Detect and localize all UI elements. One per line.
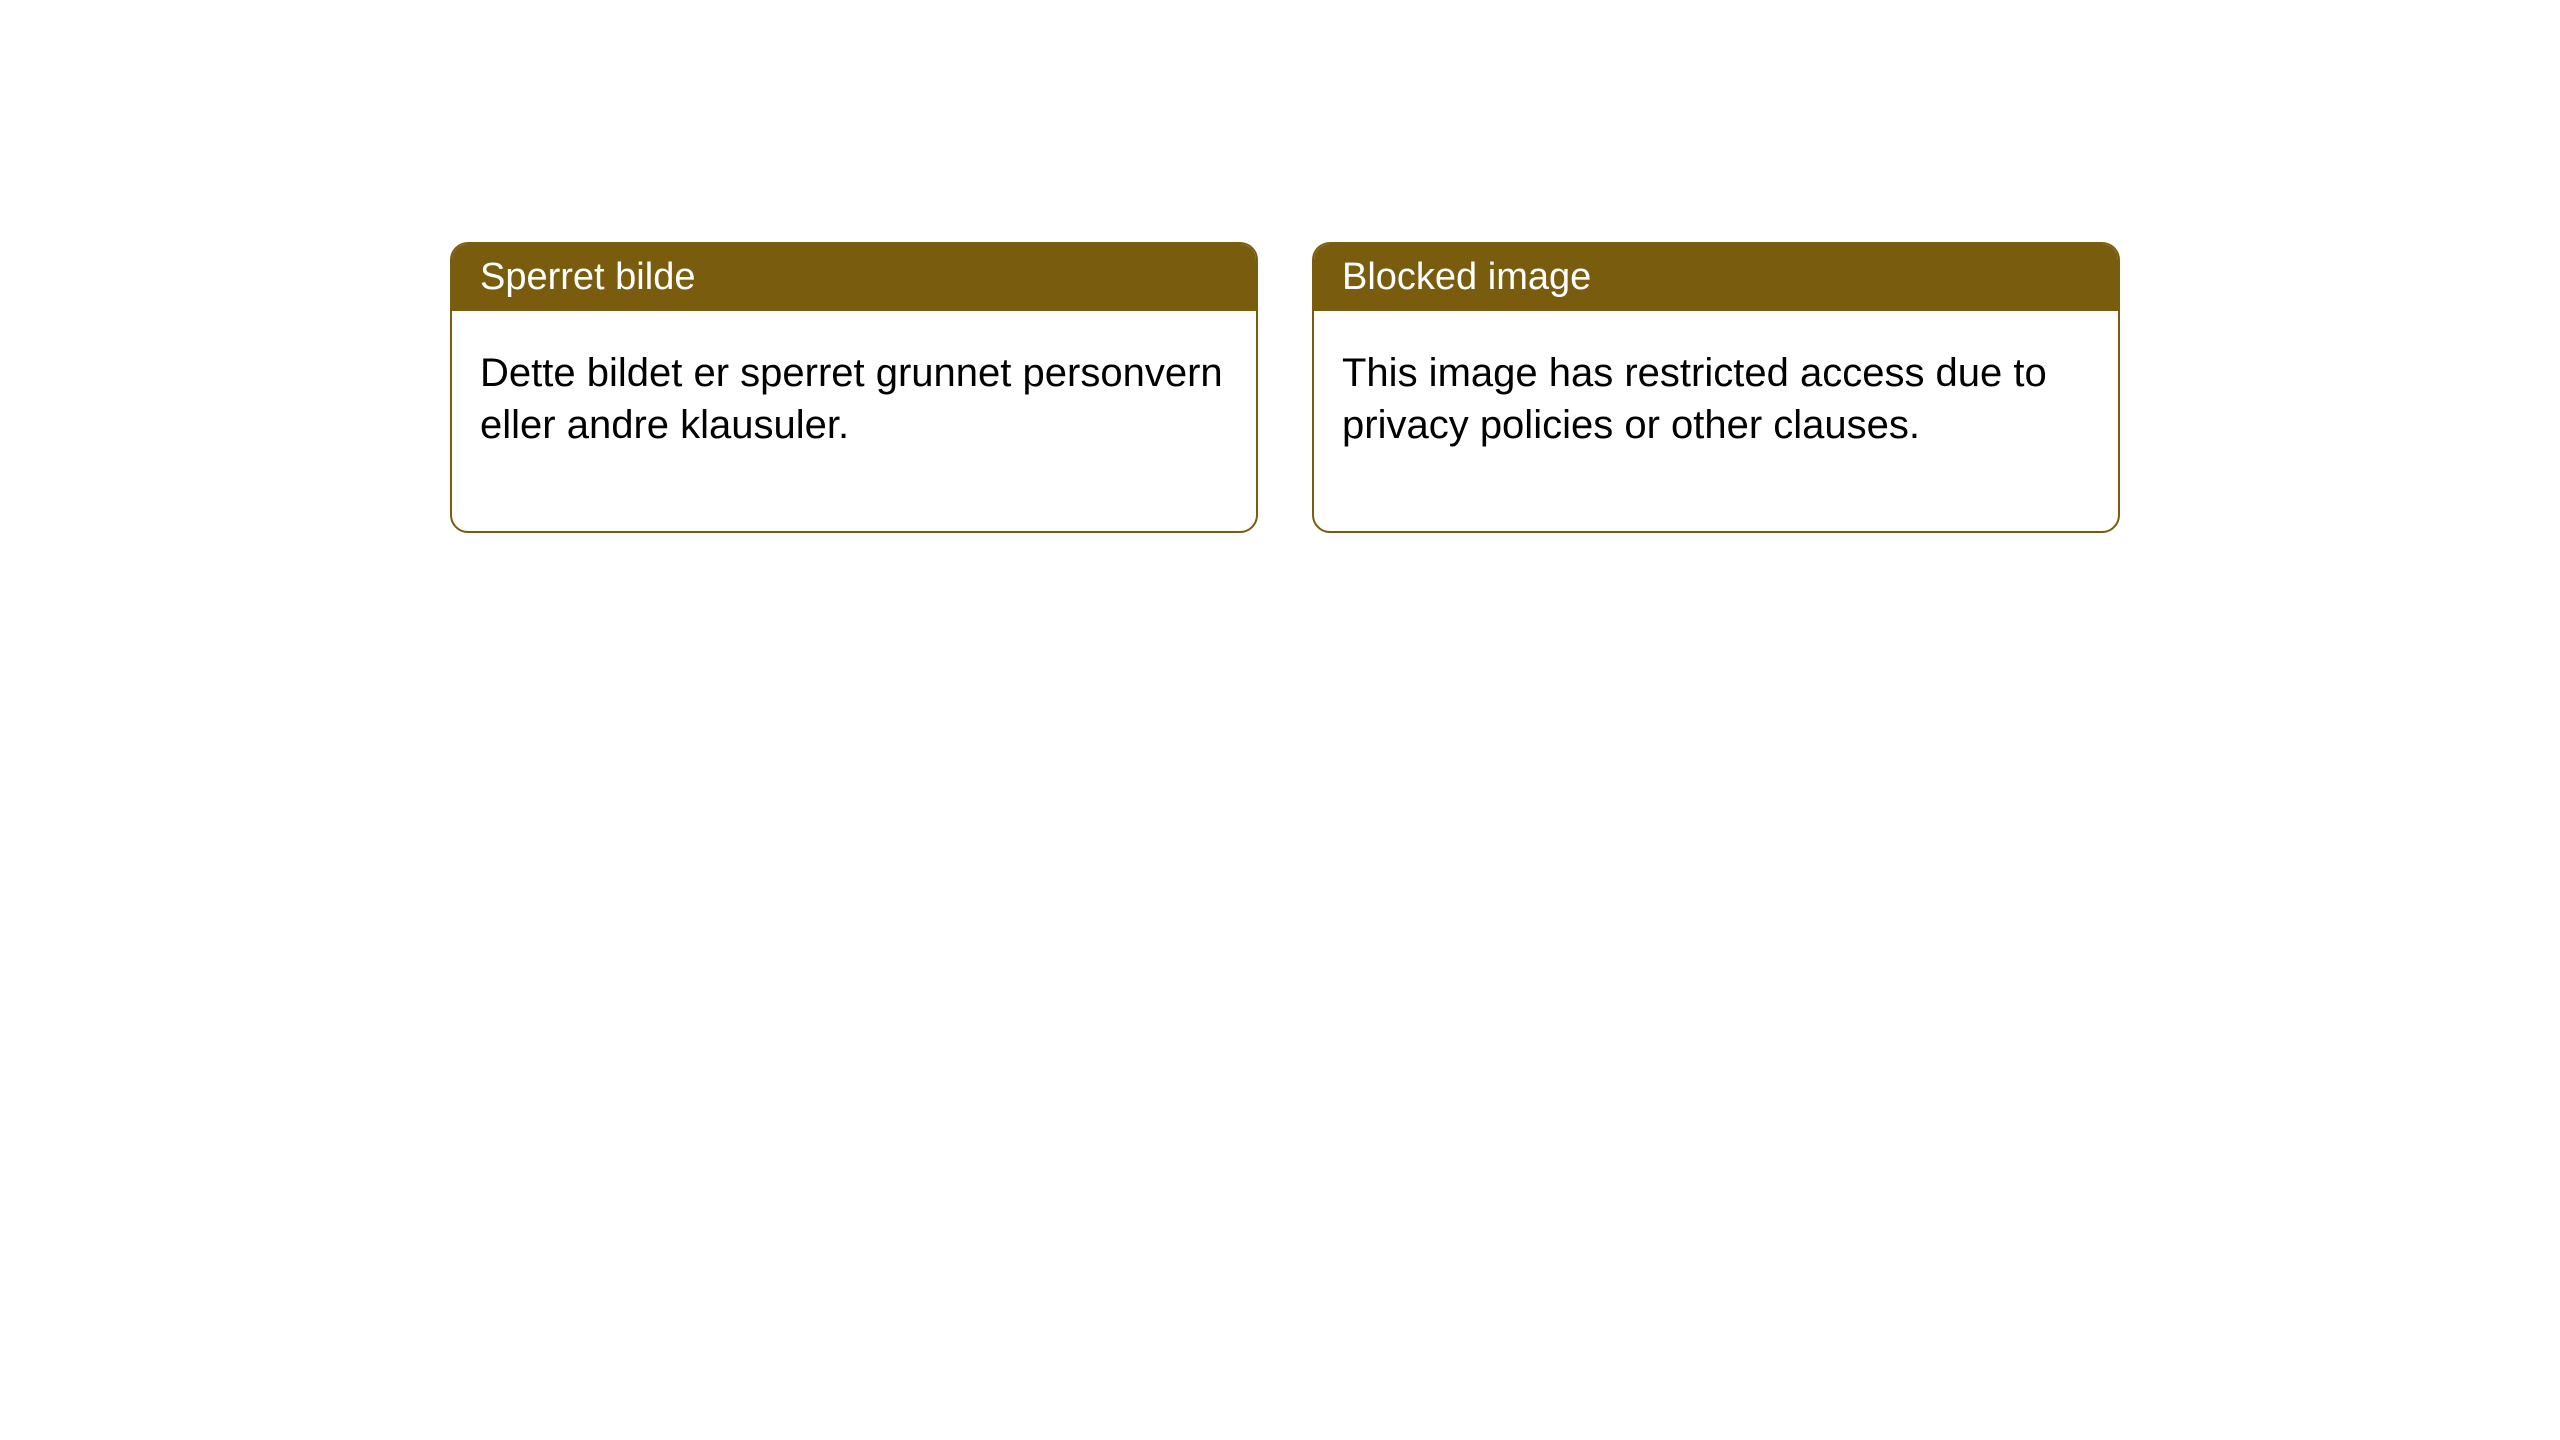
notice-body-norwegian: Dette bildet er sperret grunnet personve… (452, 311, 1256, 531)
notice-title-norwegian: Sperret bilde (452, 244, 1256, 311)
notice-title-english: Blocked image (1314, 244, 2118, 311)
notice-body-english: This image has restricted access due to … (1314, 311, 2118, 531)
notice-container: Sperret bilde Dette bildet er sperret gr… (0, 0, 2560, 533)
notice-card-norwegian: Sperret bilde Dette bildet er sperret gr… (450, 242, 1258, 533)
notice-card-english: Blocked image This image has restricted … (1312, 242, 2120, 533)
